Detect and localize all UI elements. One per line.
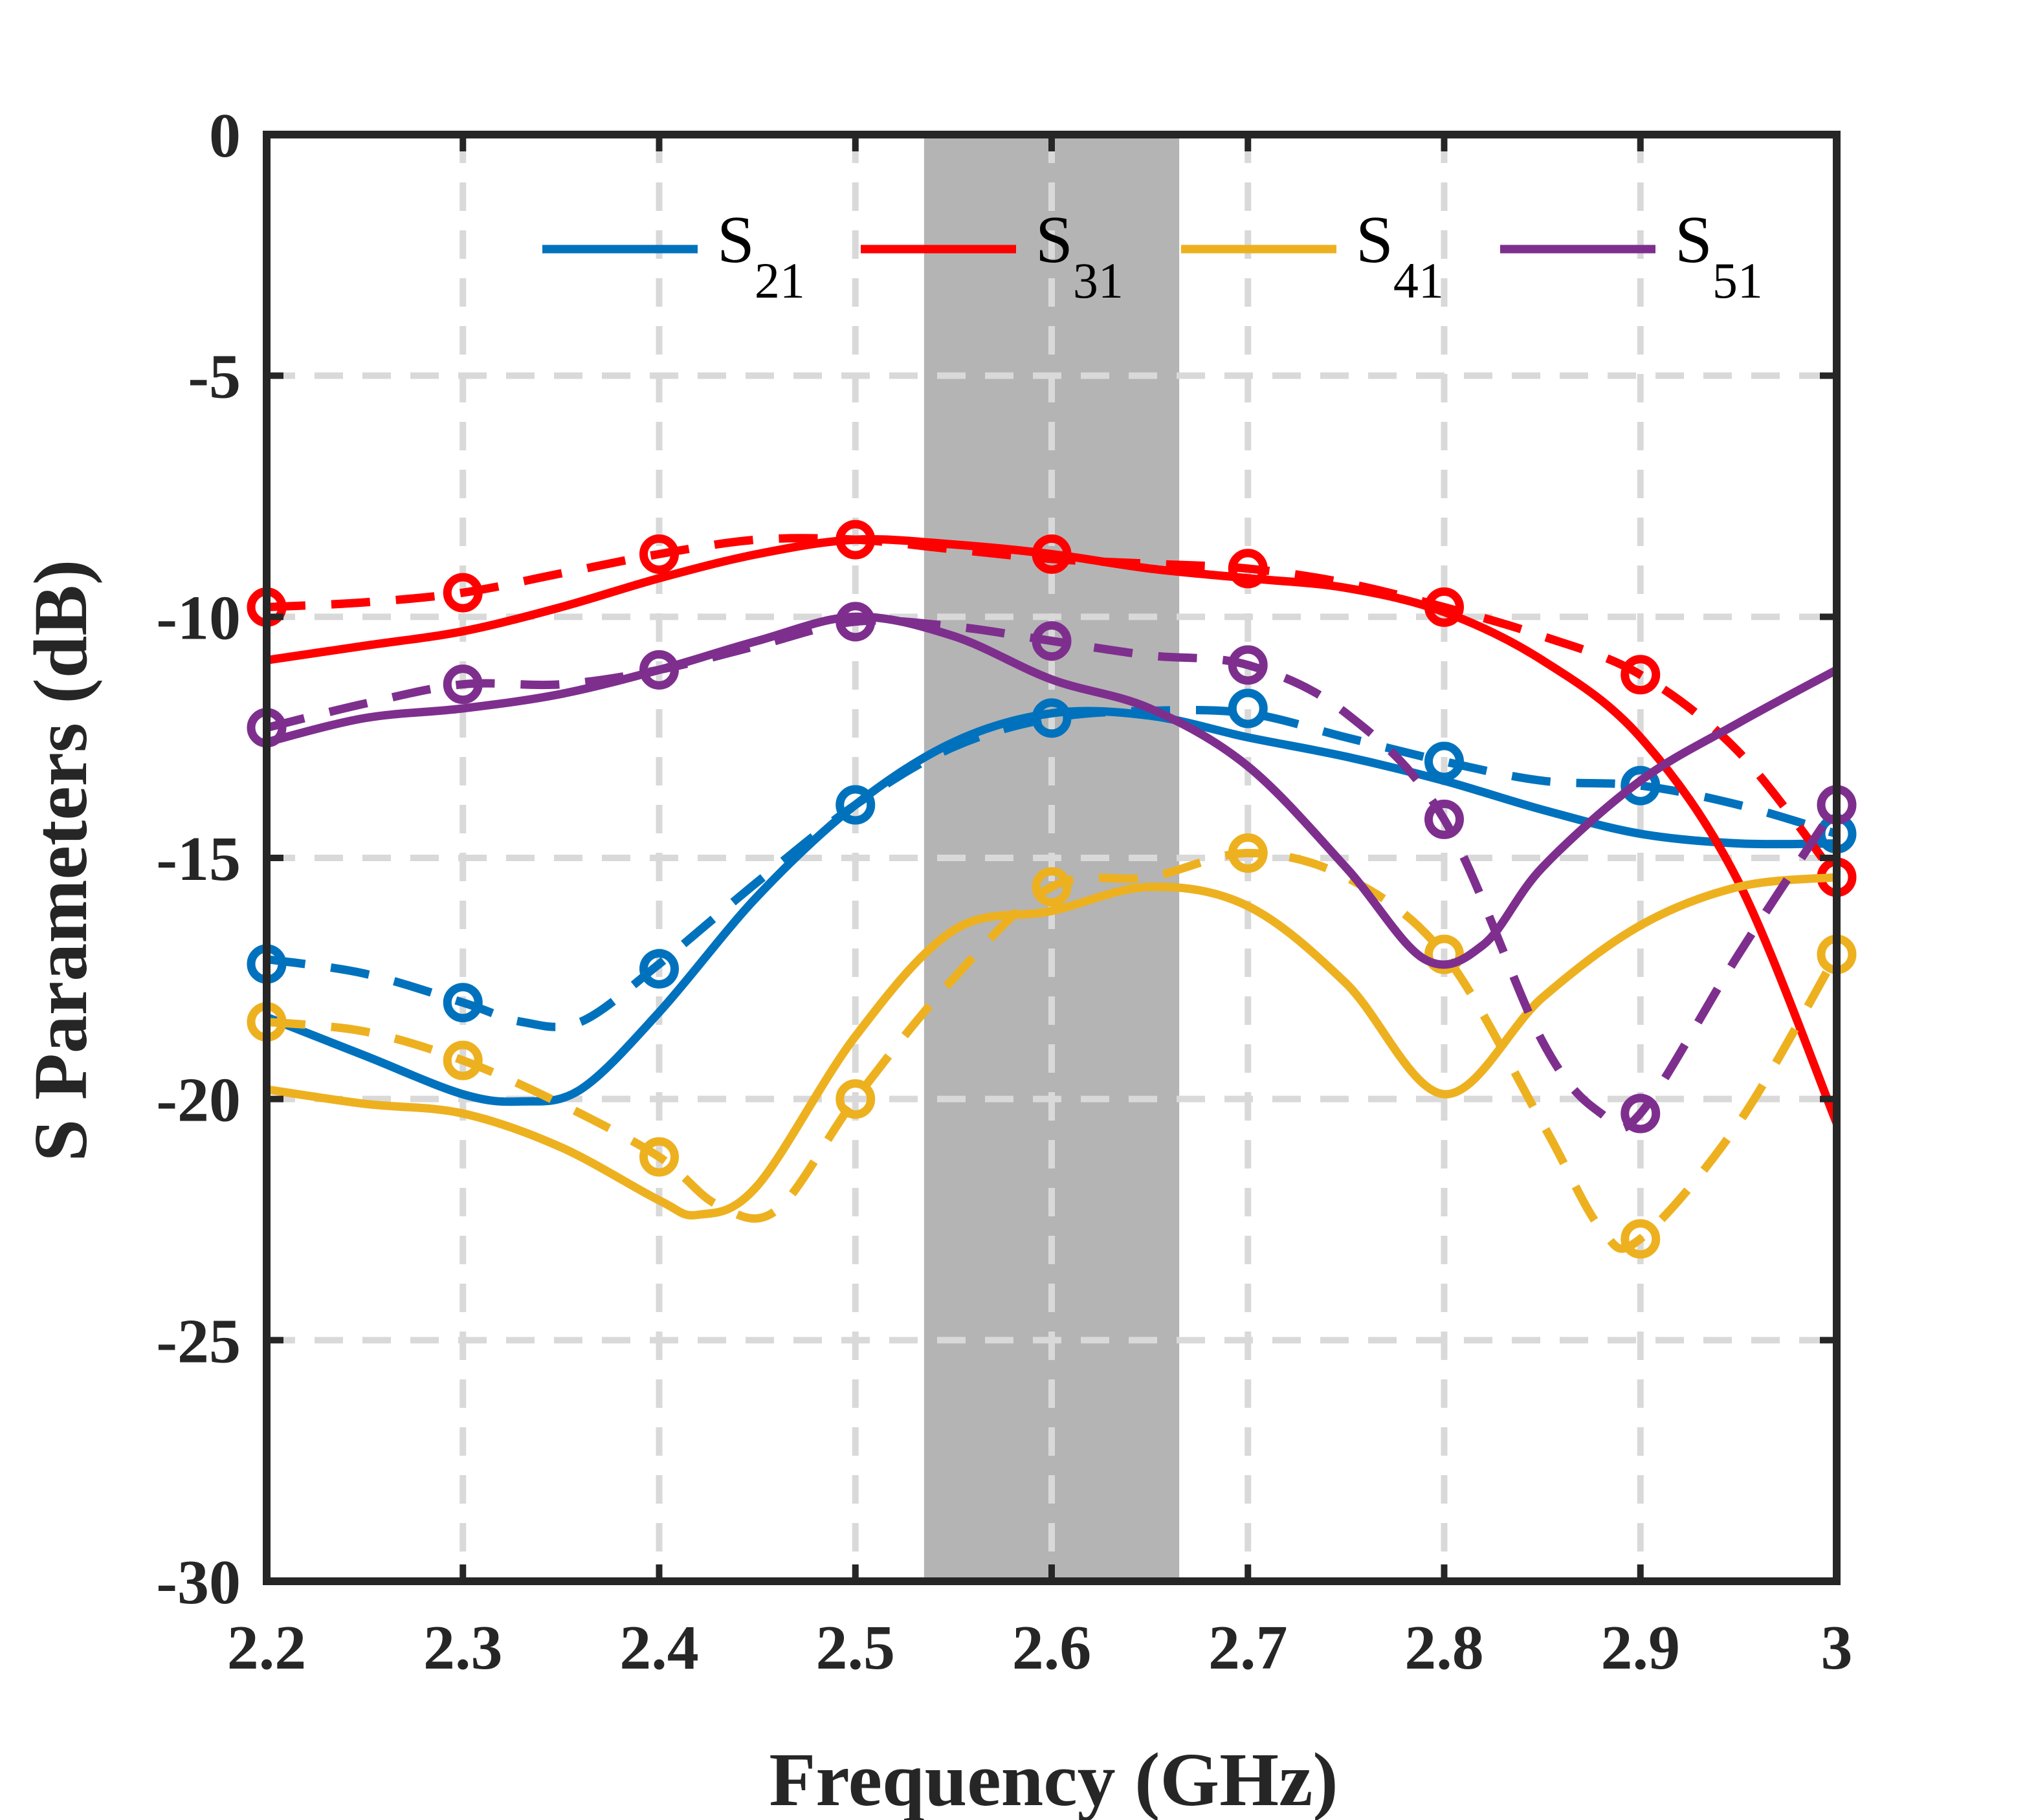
- x-tick-label: 2.9: [1601, 1613, 1681, 1683]
- series-s41-marker: [639, 1137, 679, 1177]
- series-s21-marker: [639, 948, 679, 989]
- series-s51-marker: [835, 602, 876, 642]
- series-layer: [247, 520, 1857, 1259]
- series-s41-simulated-line: [266, 873, 1837, 1220]
- series-s51-marker: [1228, 645, 1268, 685]
- x-tick-label: 2.2: [227, 1613, 307, 1683]
- series-s41-marker: [443, 1040, 483, 1080]
- y-tick-label: -10: [156, 583, 241, 653]
- legend-subscript-s51: 51: [1712, 252, 1763, 309]
- y-tick-label: -15: [156, 824, 241, 894]
- series-s41-measured-line: [266, 848, 1841, 1253]
- x-axis-title: Frequency (GHz): [769, 1737, 1338, 1820]
- series-s31-marker: [1424, 587, 1464, 627]
- series-s51-marker: [1621, 1093, 1661, 1134]
- x-tick-label: 2.5: [816, 1613, 896, 1683]
- axes-layer: 2.2 2.3 2.4 2.5 2.6 2.7 2.8 2.9 3 0 -5 -10 -15 -20 -25…: [156, 101, 1852, 1683]
- x-tick-label: 2.3: [423, 1613, 503, 1683]
- series-s21-marker: [1621, 765, 1661, 806]
- x-tick-label: 2.7: [1208, 1613, 1288, 1683]
- y-tick-label: 0: [209, 101, 241, 171]
- series-s41-marker: [1424, 934, 1464, 974]
- series-s51-marker: [1032, 621, 1072, 661]
- legend-subscript-s41: 41: [1393, 252, 1444, 309]
- legend-subscript-s21: 21: [755, 252, 805, 309]
- legend-label-s51: S51: [1675, 203, 1763, 309]
- series-s51-marker: [443, 664, 483, 705]
- x-tick-label: 3: [1821, 1613, 1853, 1683]
- series-s31-marker: [443, 573, 483, 613]
- series-s31-simulated-line: [266, 535, 1841, 1125]
- x-tick-label: 2.8: [1404, 1613, 1484, 1683]
- series-s31-marker: [1228, 549, 1268, 589]
- legend-label-s21: S21: [717, 203, 805, 309]
- series-s31-marker: [1032, 534, 1072, 574]
- x-tick-label: 2.6: [1012, 1613, 1092, 1683]
- y-axis-title: S Parameters (dB): [18, 560, 103, 1162]
- series-s31-marker: [639, 534, 679, 574]
- legend-subscript-s31: 31: [1073, 252, 1123, 309]
- series-s51-marker: [639, 650, 679, 690]
- series-s31-marker: [835, 520, 876, 560]
- series-s21-simulated-line: [265, 707, 1837, 1106]
- series-s31-measured-line: [266, 534, 1841, 880]
- series-s21-marker: [835, 785, 876, 825]
- y-tick-label: -5: [188, 342, 241, 412]
- series-s51-simulated-line: [265, 612, 1839, 969]
- series-s41-marker: [835, 1079, 876, 1119]
- legend-label-s41: S41: [1356, 203, 1444, 309]
- series-s41-marker: [1228, 833, 1268, 873]
- x-tick-label: 2.4: [619, 1613, 699, 1683]
- series-s21-measured-line: [266, 705, 1838, 1031]
- series-s21-marker: [443, 983, 483, 1023]
- y-tick-label: -30: [156, 1548, 241, 1617]
- series-s21-marker: [1424, 741, 1464, 782]
- y-tick-label: -20: [156, 1066, 241, 1135]
- series-s21-marker: [1032, 698, 1072, 738]
- series-s31-marker: [1621, 655, 1661, 695]
- series-s21-marker: [1228, 688, 1268, 729]
- series-s51-marker: [1424, 799, 1464, 839]
- series-s41-marker: [1621, 1219, 1661, 1259]
- series-s41-marker: [1032, 867, 1072, 907]
- y-tick-label: -25: [156, 1306, 241, 1376]
